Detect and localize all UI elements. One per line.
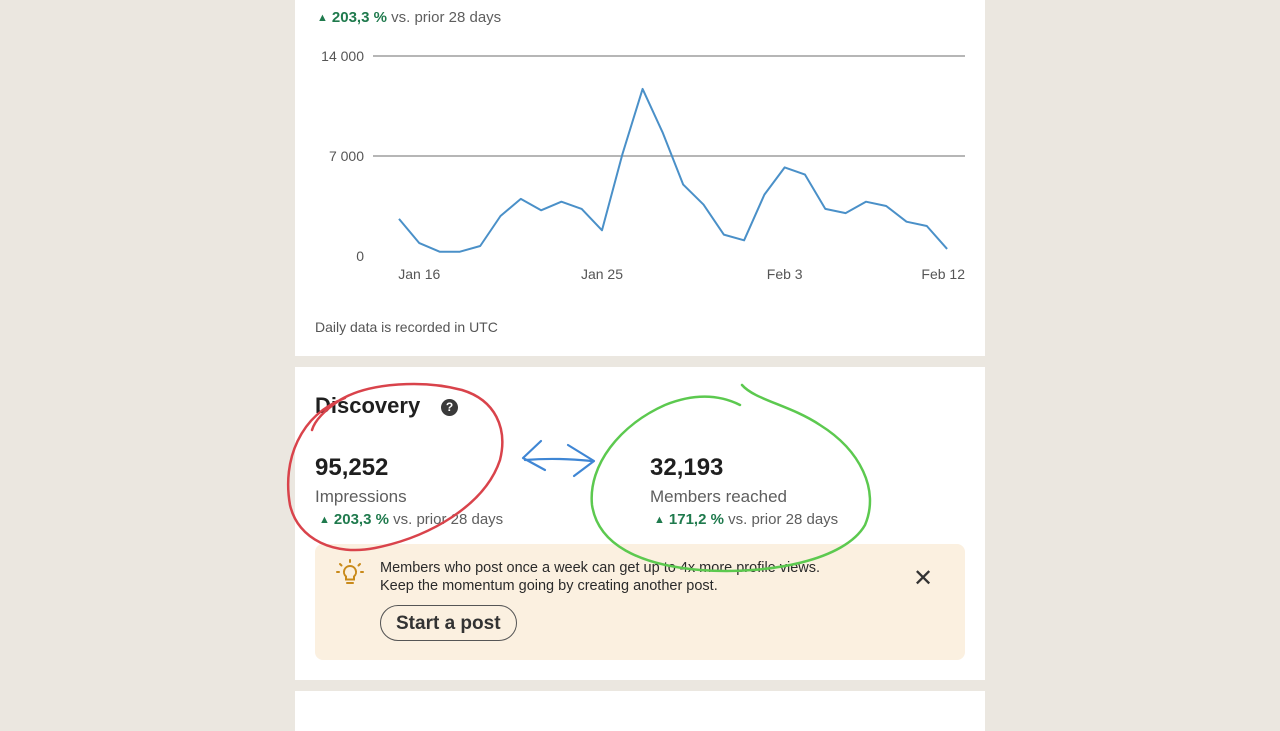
y-tick-label: 7 000 xyxy=(329,148,364,164)
trend-value: 171,2 % xyxy=(668,511,724,528)
x-tick-label: Feb 12 xyxy=(921,266,965,282)
trend-value: 203,3 % xyxy=(333,511,389,528)
impressions-trend: ▲ 203,3 % vs. prior 28 days xyxy=(319,511,503,528)
utc-note: Daily data is recorded in UTC xyxy=(315,319,498,335)
x-tick-label: Jan 16 xyxy=(398,266,440,282)
tip-line-1: Members who post once a week can get up … xyxy=(380,560,821,576)
tip-line-2: Keep the momentum going by creating anot… xyxy=(380,578,718,594)
impressions-line-chart: 14 000 7 000 0 Jan 16 Jan 25 Feb 3 Feb 12 xyxy=(321,48,965,282)
section-title: Discovery xyxy=(315,393,421,418)
members-reached-trend: ▲ 171,2 % vs. prior 28 days xyxy=(654,511,838,528)
discovery-card: Discovery ? 95,252 Impressions ▲ 203,3 % … xyxy=(295,367,985,680)
impressions-chart-trend: ▲ 203,3 % vs. prior 28 days xyxy=(317,9,501,26)
next-card xyxy=(295,691,985,731)
close-icon[interactable]: ✕ xyxy=(913,565,934,592)
start-post-button[interactable]: Start a post xyxy=(380,605,517,641)
y-tick-label: 0 xyxy=(356,248,364,264)
trend-value: 203,3 % xyxy=(331,9,387,26)
y-tick-label: 14 000 xyxy=(321,48,364,64)
members-reached-value[interactable]: 32,193 xyxy=(650,454,724,481)
trend-up-icon: ▲ xyxy=(319,514,330,526)
impressions-chart-card: ▲ 203,3 % vs. prior 28 days 14 000 7 000 0 … xyxy=(295,0,985,356)
trend-text: vs. prior 28 days xyxy=(728,511,839,528)
trend-text: vs. prior 28 days xyxy=(393,511,504,528)
members-reached-label: Members reached xyxy=(650,487,788,506)
x-tick-label: Feb 3 xyxy=(767,266,803,282)
help-icon[interactable]: ? xyxy=(441,399,458,416)
x-tick-label: Jan 25 xyxy=(581,266,623,282)
tip-banner: Members who post once a week can get up … xyxy=(315,544,965,660)
impressions-label: Impressions xyxy=(315,487,407,506)
trend-up-icon: ▲ xyxy=(654,514,665,526)
trend-up-icon: ▲ xyxy=(317,12,328,24)
lightbulb-icon xyxy=(336,559,364,584)
impressions-series-line xyxy=(398,87,948,253)
impressions-value[interactable]: 95,252 xyxy=(315,454,389,481)
trend-text: vs. prior 28 days xyxy=(391,9,502,26)
